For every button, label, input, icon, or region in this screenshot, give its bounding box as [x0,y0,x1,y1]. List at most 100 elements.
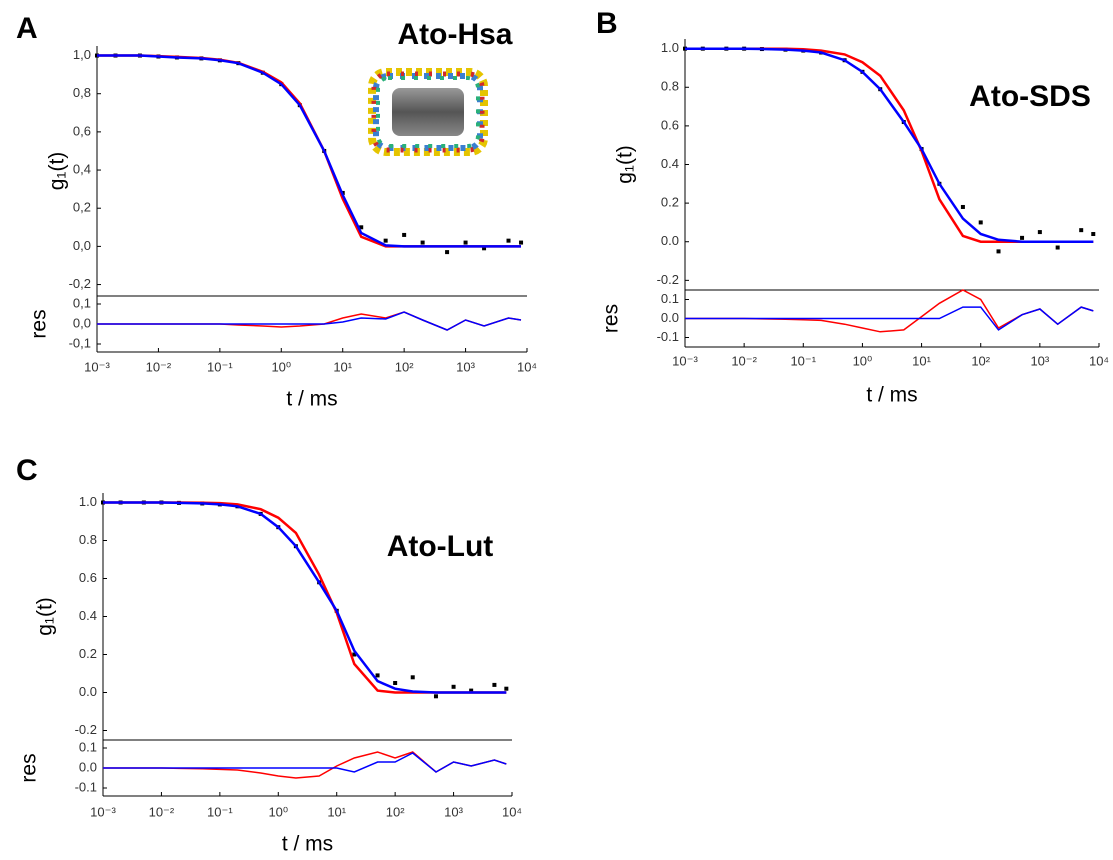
res-axis-label: res [28,309,51,338]
fit-line [97,54,521,248]
data-point [1079,228,1084,233]
y-tick-label: 0,8 [73,85,91,100]
y-axis-label: g₁(t) [34,597,57,636]
res-y-tick-label: 0.1 [79,739,97,754]
y-tick-label: -0.2 [75,722,97,737]
y-tick-label: -0.2 [657,272,679,287]
data-point [1091,232,1096,237]
x-tick-label: 10² [386,804,405,819]
data-point [1020,235,1025,240]
y-tick-label: 0.4 [661,156,679,171]
x-tick-label: 10⁰ [268,804,288,819]
x-tick-label: 10² [395,359,414,374]
x-axis-label: t / ms [866,384,917,407]
data-point [1055,245,1060,250]
y-tick-label: 0.4 [79,608,97,623]
panel-label: B [596,7,618,40]
x-tick-label: 10⁴ [502,804,522,819]
data-point [492,682,497,687]
x-tick-label: 10¹ [333,359,352,374]
y-tick-label: 0.6 [79,570,97,585]
x-tick-label: 10³ [444,804,463,819]
fit-line [685,47,1094,243]
y-tick-label: 0.6 [661,117,679,132]
data-point [433,694,438,699]
data-point [451,684,456,689]
data-point [420,240,425,245]
chart-title: Ato-Lut [387,530,494,563]
x-tick-label: 10³ [1030,353,1049,368]
data-point [410,675,415,680]
data-point [996,249,1001,254]
residual-line [103,751,507,779]
res-y-tick-label: 0.1 [661,291,679,306]
y-tick-label: 0.8 [79,532,97,547]
residual-line [685,306,1094,331]
x-tick-label: 10⁻¹ [207,804,233,819]
y-tick-label: 0.0 [661,233,679,248]
x-axis-label: t / ms [282,833,333,856]
x-tick-label: 10² [971,353,990,368]
panel-label: C [16,454,38,487]
data-point [978,220,983,225]
data-point [463,240,468,245]
y-tick-label: 0.8 [661,79,679,94]
y-tick-label: 0.2 [661,195,679,210]
x-tick-label: 10⁻³ [672,353,698,368]
data-point [393,681,398,685]
data-point [1037,230,1042,235]
x-tick-label: 10⁻² [149,804,175,819]
res-y-tick-label: 0,0 [73,315,91,330]
x-tick-label: 10⁻¹ [207,359,233,374]
data-point [482,246,487,251]
x-tick-label: 10⁰ [853,353,873,368]
fit-line [685,47,1094,243]
y-axis-label: g₁(t) [614,145,637,184]
data-point [359,225,364,230]
res-y-tick-label: 0.0 [661,310,679,325]
data-point [504,686,509,691]
x-tick-label: 10⁰ [271,359,291,374]
x-tick-label: 10⁻³ [84,359,110,374]
y-tick-label: 0,6 [73,123,91,138]
res-y-tick-label: 0.0 [79,759,97,774]
x-tick-label: 10⁻³ [90,804,116,819]
x-axis-label: t / ms [286,388,337,411]
res-axis-label: res [600,304,623,333]
res-axis-label: res [18,753,41,782]
y-tick-label: -0,2 [69,276,91,291]
chart-title: Ato-SDS [969,80,1091,113]
chart-title: Ato-Hsa [397,18,512,51]
x-tick-label: 10⁻¹ [790,353,816,368]
y-tick-label: 0,4 [73,161,91,176]
res-y-tick-label: -0,1 [69,335,91,350]
data-point [506,238,511,243]
residual-line [103,752,507,773]
x-tick-label: 10¹ [912,353,931,368]
y-tick-label: 1,0 [73,47,91,62]
panel-label: A [16,12,38,45]
res-y-tick-label: -0.1 [75,779,97,794]
residual-line [97,311,522,331]
x-tick-label: 10⁻² [731,353,757,368]
res-y-tick-label: -0.1 [657,329,679,344]
data-point [402,232,407,237]
y-axis-label: g₁(t) [46,152,69,191]
y-tick-label: 1.0 [79,494,97,509]
y-tick-label: 1.0 [661,40,679,55]
data-point [375,673,380,678]
data-point [383,238,388,243]
data-point [469,688,474,693]
x-tick-label: 10³ [456,359,475,374]
x-tick-label: 10⁴ [1089,353,1109,368]
data-point [445,250,450,255]
y-tick-label: 0.2 [79,646,97,661]
res-y-tick-label: 0,1 [73,295,91,310]
y-tick-label: 0,2 [73,200,91,215]
data-point [352,652,357,657]
x-tick-label: 10¹ [327,804,346,819]
residual-line [97,311,522,331]
data-point [960,204,965,209]
